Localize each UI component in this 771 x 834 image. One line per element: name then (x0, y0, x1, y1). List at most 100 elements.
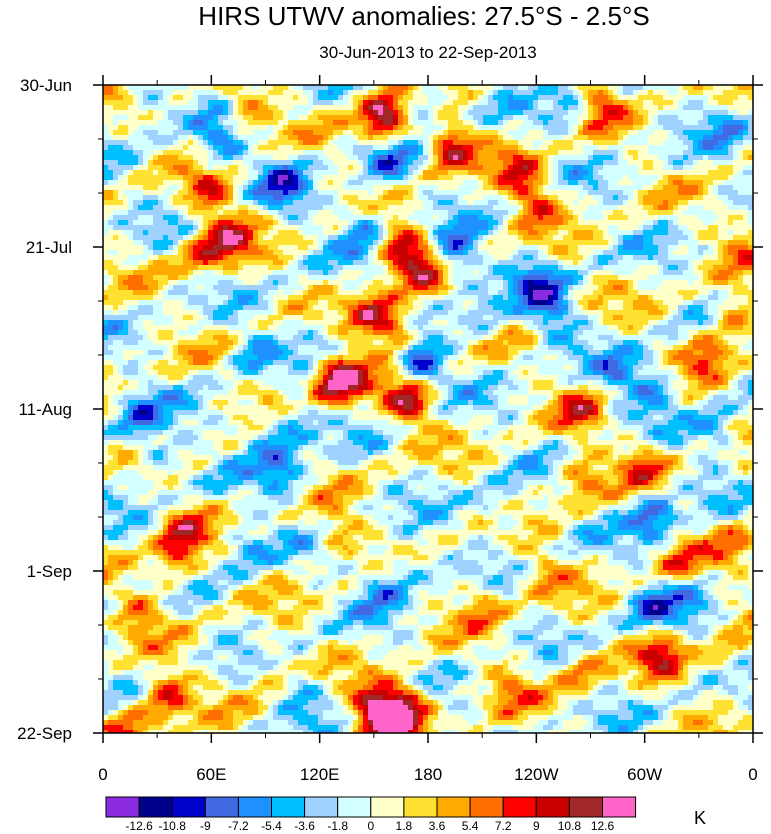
field-cell (283, 115, 289, 121)
field-cell (118, 145, 124, 151)
field-cell (143, 275, 149, 281)
field-cell (138, 120, 144, 126)
field-cell (283, 250, 289, 256)
field-cell (528, 150, 534, 156)
field-cell (153, 265, 159, 271)
field-cell (288, 110, 294, 116)
field-cell (628, 155, 634, 161)
field-cell (508, 210, 514, 216)
field-cell (498, 140, 504, 146)
field-cell (318, 215, 324, 221)
field-cell (278, 225, 284, 231)
field-cell (568, 95, 574, 101)
field-cell (208, 230, 214, 236)
field-cell (133, 205, 139, 211)
field-cell (308, 185, 314, 191)
field-cell (338, 220, 344, 226)
field-cell (318, 270, 324, 276)
field-cell (168, 195, 174, 201)
field-cell (733, 160, 739, 166)
field-cell (593, 180, 599, 186)
field-cell (448, 210, 454, 216)
field-cell (633, 175, 639, 181)
field-cell (593, 205, 599, 211)
field-cell (628, 195, 634, 201)
field-cell (508, 270, 514, 276)
field-cell (463, 130, 469, 136)
field-cell (748, 85, 754, 91)
field-cell (663, 195, 669, 201)
field-cell (683, 130, 689, 136)
field-cell (488, 225, 494, 231)
field-cell (388, 130, 394, 136)
field-cell (288, 135, 294, 141)
field-cell (558, 260, 564, 266)
field-cell (588, 200, 594, 206)
field-cell (463, 95, 469, 101)
field-cell (643, 110, 649, 116)
field-cell (438, 110, 444, 116)
field-cell (313, 175, 319, 181)
field-cell (578, 260, 584, 266)
field-cell (463, 185, 469, 191)
field-cell (713, 210, 719, 216)
field-cell (523, 235, 529, 241)
field-cell (173, 210, 179, 216)
field-cell (543, 165, 549, 171)
field-cell (578, 190, 584, 196)
field-cell (423, 190, 429, 196)
field-cell (233, 270, 239, 276)
field-cell (288, 105, 294, 111)
field-cell (553, 245, 559, 251)
field-cell (578, 245, 584, 251)
field-cell (563, 245, 569, 251)
field-cell (213, 200, 219, 206)
field-cell (223, 270, 229, 276)
field-cell (308, 90, 314, 96)
field-cell (593, 130, 599, 136)
field-cell (153, 185, 159, 191)
field-cell (108, 270, 114, 276)
field-cell (693, 90, 699, 96)
field-cell (443, 215, 449, 221)
field-cell (608, 165, 614, 171)
field-cell (633, 100, 639, 106)
field-cell (658, 105, 664, 111)
field-cell (398, 230, 404, 236)
field-cell (653, 135, 659, 141)
field-cell (718, 175, 724, 181)
field-cell (393, 105, 399, 111)
field-cell (583, 250, 589, 256)
field-cell (578, 230, 584, 236)
field-cell (338, 105, 344, 111)
field-cell (518, 105, 524, 111)
field-cell (648, 90, 654, 96)
field-cell (318, 265, 324, 271)
field-cell (378, 115, 384, 121)
field-cell (333, 225, 339, 231)
field-cell (513, 175, 519, 181)
field-cell (318, 260, 324, 266)
field-cell (198, 260, 204, 266)
field-cell (188, 90, 194, 96)
field-cell (118, 255, 124, 261)
field-cell (438, 135, 444, 141)
field-cell (108, 225, 114, 231)
field-cell (433, 190, 439, 196)
field-cell (468, 260, 474, 266)
field-cell (663, 105, 669, 111)
field-cell (628, 220, 634, 226)
field-cell (513, 100, 519, 106)
field-cell (608, 85, 614, 91)
field-cell (488, 260, 494, 266)
field-cell (568, 155, 574, 161)
field-cell (108, 205, 114, 211)
field-cell (393, 100, 399, 106)
field-cell (663, 115, 669, 121)
field-cell (318, 235, 324, 241)
field-cell (193, 230, 199, 236)
field-cell (448, 110, 454, 116)
field-cell (153, 125, 159, 131)
field-cell (358, 230, 364, 236)
field-cell (108, 100, 114, 106)
